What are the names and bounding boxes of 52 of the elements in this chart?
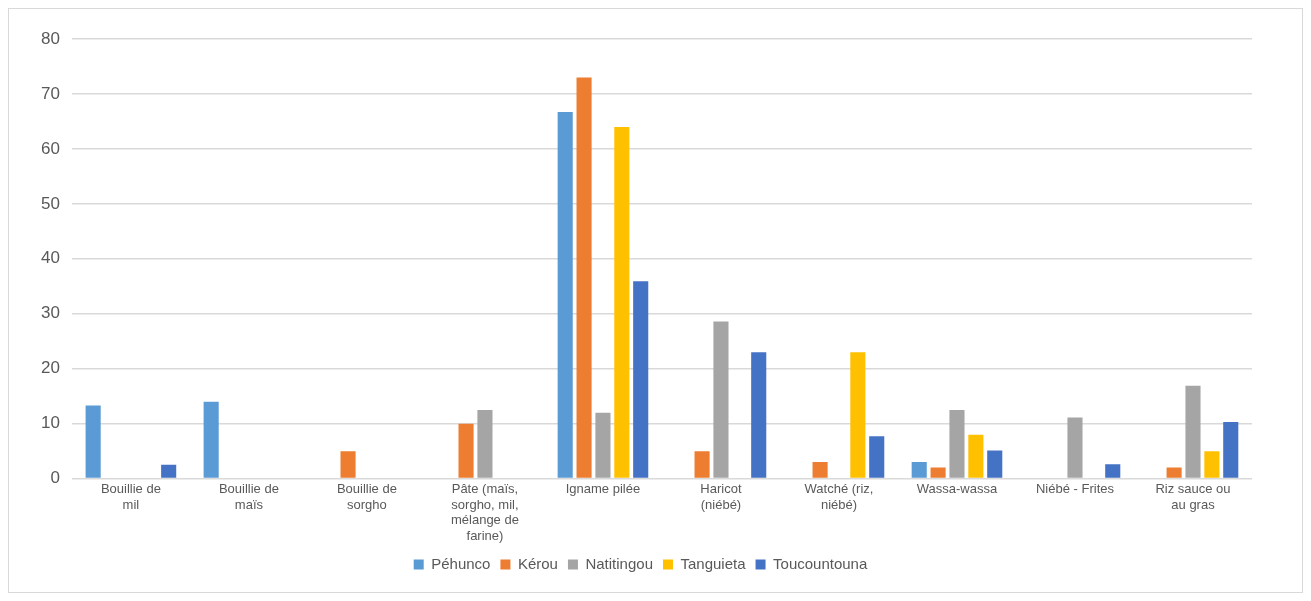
- x-tick-label: Bouillie de maïs: [218, 480, 279, 512]
- y-tick-label: 0: [50, 468, 60, 488]
- bar: [595, 412, 611, 478]
- bar: [633, 281, 649, 478]
- legend-label: Péhunco: [431, 554, 491, 572]
- bar: [340, 451, 356, 478]
- bar: [869, 436, 885, 478]
- x-tick-label: Pâte (maïs, sorgho, mil, mélange de farine): [450, 480, 519, 543]
- bar: [987, 450, 1003, 478]
- y-tick-label: 60: [40, 138, 60, 158]
- y-tick-label: 80: [40, 28, 60, 48]
- bar: [1223, 422, 1239, 478]
- x-tick-label: Bouillie de sorgho: [336, 480, 397, 512]
- x-tick-label: Bouillie de mil: [100, 480, 161, 512]
- x-tick-label: Wassa-wassa: [916, 480, 998, 496]
- bar: [458, 423, 474, 478]
- legend-label: Natitingou: [585, 554, 653, 572]
- legend-label: Tanguieta: [680, 554, 747, 572]
- bar: [1185, 385, 1201, 478]
- bar: [614, 126, 630, 478]
- y-tick-label: 50: [40, 193, 60, 213]
- bar: [576, 77, 592, 478]
- bar: [812, 462, 828, 478]
- y-tick-label: 20: [40, 358, 60, 378]
- x-tick-label: Haricot (niébé): [700, 480, 742, 512]
- bar: [949, 409, 965, 478]
- bar: [968, 434, 984, 478]
- legend-label: Toucountouna: [773, 554, 868, 572]
- bar: [1067, 417, 1083, 478]
- bar: [203, 401, 219, 478]
- x-tick-label: Riz sauce ou au gras: [1155, 480, 1231, 512]
- x-tick-label: Niébé - Frites: [1035, 480, 1115, 496]
- bar: [930, 467, 946, 478]
- y-tick-label: 10: [40, 413, 60, 433]
- bar: [751, 352, 767, 478]
- bar: [161, 464, 177, 478]
- bar: [557, 112, 573, 478]
- bar: [850, 352, 866, 478]
- y-tick-label: 30: [40, 303, 60, 323]
- bar: [1105, 464, 1121, 478]
- x-tick-label: Igname pilée: [565, 480, 641, 496]
- y-tick-label: 70: [40, 83, 60, 103]
- x-tick-label: Watché (riz, niébé): [804, 480, 874, 512]
- bar: [694, 451, 710, 478]
- bar: [1166, 467, 1182, 478]
- bar: [713, 321, 729, 478]
- bar: [1204, 451, 1220, 478]
- bar: [85, 405, 101, 478]
- y-tick-label: 40: [40, 248, 60, 268]
- bar: [477, 409, 493, 478]
- bar: [911, 462, 927, 478]
- legend-label: Kérou: [517, 554, 558, 572]
